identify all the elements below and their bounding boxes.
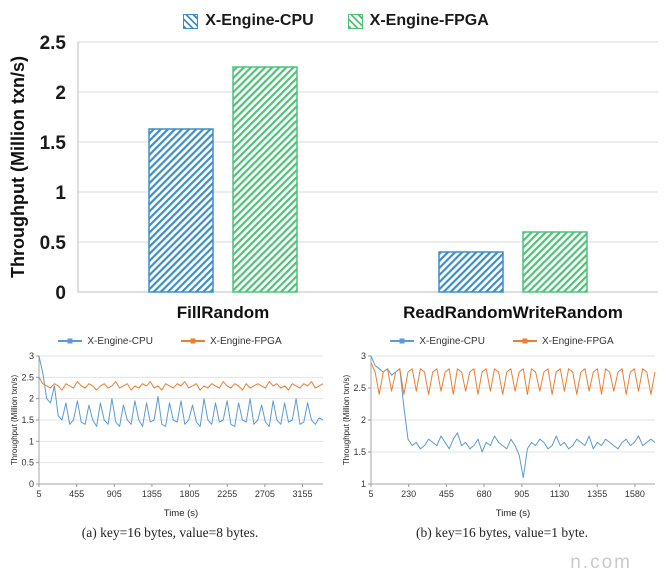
category-label-readrandomwriterandom: ReadRandomWriteRandom	[403, 303, 623, 322]
x-tick-label: 230	[401, 489, 416, 499]
x-axis-label: Time (s)	[496, 508, 530, 519]
x-tick-label: 1130	[550, 489, 569, 499]
x-tick-label: 5	[368, 489, 373, 499]
x-tick-label: 5	[36, 489, 41, 499]
bar-chart: 0 0.5 1 1.5 2 2.5 FillRandom ReadRandomWriteRan…	[8, 34, 658, 322]
series-line-x-engine-cpu	[38, 355, 324, 427]
line-chart-a-block: X-Engine-CPU X-Engine-FPGA 0 0.5 1 1.5 2 2.5 3 5…	[6, 334, 334, 541]
bar-readrandomwriterandom-x-engine-cpu	[438, 251, 504, 293]
line-chart-b-legend: X-Engine-CPU X-Engine-FPGA	[390, 334, 614, 348]
x-tick-label: 1805	[180, 489, 200, 499]
x-tick-label: 3155	[292, 489, 312, 499]
x-tick-label: 1355	[142, 489, 162, 499]
legend-item-x-engine-fpga: X-Engine-FPGA	[512, 335, 614, 347]
y-tick-label: 1	[29, 436, 34, 446]
legend-label-x-engine-fpga: X-Engine-FPGA	[541, 335, 614, 347]
legend-marker-x-engine-cpu	[67, 338, 73, 344]
legend-item-x-engine-fpga: X-Engine-FPGA	[180, 335, 282, 347]
bar-readrandomwriterandom-x-engine-fpga	[522, 231, 588, 293]
line-charts-row: X-Engine-CPU X-Engine-FPGA 0 0.5 1 1.5 2 2.5 3 5…	[0, 334, 672, 541]
legend-marker-x-engine-fpga	[190, 338, 196, 344]
legend-label-x-engine-cpu: X-Engine-CPU	[87, 335, 153, 347]
watermark: n.com	[570, 552, 632, 573]
legend-label-x-engine-fpga: X-Engine-FPGA	[209, 335, 282, 347]
category-label-fillrandom: FillRandom	[177, 303, 270, 322]
y-tick-label: 1.5	[353, 447, 366, 457]
x-tick-label: 680	[477, 489, 492, 499]
y-tick-label: 1.5	[40, 133, 67, 154]
legend-swatch-x-engine-fpga	[347, 13, 363, 29]
legend-item-x-engine-cpu: X-Engine-CPU	[58, 336, 153, 347]
y-tick-label: 0.5	[40, 233, 67, 254]
legend-swatch-x-engine-fpga	[180, 338, 205, 344]
y-tick-label: 3	[29, 351, 34, 361]
line-chart-b: 1 1.5 2 2.5 3 5 230 455 680 905 1130 1355 1580 Time (…	[342, 351, 656, 519]
x-tick-label: 2705	[255, 489, 275, 499]
y-tick-label: 0.5	[21, 458, 34, 468]
y-axis-label: Throughput (Million txn/s)	[10, 375, 19, 466]
y-tick-label: 2	[361, 415, 366, 425]
x-axis-label: Time (s)	[164, 508, 198, 519]
y-tick-label: 2	[29, 394, 34, 404]
series-line-x-engine-cpu	[370, 355, 656, 479]
legend-item-x-engine-cpu: X-Engine-CPU	[390, 336, 485, 347]
legend-item-x-engine-fpga: X-Engine-FPGA	[347, 12, 489, 30]
x-tick-label: 1580	[625, 489, 645, 499]
bar-chart-legend: X-Engine-CPU X-Engine-FPGA	[0, 8, 672, 34]
y-tick-label: 1.5	[21, 415, 34, 425]
y-axis-label: Throughput (Million txn/s)	[342, 375, 351, 466]
x-tick-label: 905	[107, 489, 122, 499]
y-tick-label: 3	[361, 351, 366, 361]
legend-swatch-x-engine-cpu	[183, 13, 199, 29]
line-chart-b-block: X-Engine-CPU X-Engine-FPGA 1 1.5 2 2.5 3 5 230 4…	[338, 334, 666, 541]
legend-label-x-engine-cpu: X-Engine-CPU	[419, 335, 485, 347]
y-tick-label: 0	[29, 479, 34, 489]
line-chart-a-legend: X-Engine-CPU X-Engine-FPGA	[58, 334, 282, 348]
y-tick-label: 1	[55, 183, 66, 204]
y-tick-label: 2.5	[40, 34, 67, 54]
bar-chart-section: X-Engine-CPU X-Engine-FPGA 0 0.5 1 1.5 2 2.5 Fi…	[0, 8, 672, 326]
caption-a: (a) key=16 bytes, value=8 bytes.	[81, 525, 259, 540]
legend-marker-x-engine-fpga	[522, 338, 528, 344]
x-tick-label: 455	[69, 489, 84, 499]
legend-label-x-engine-fpga: X-Engine-FPGA	[369, 12, 489, 29]
x-tick-label: 455	[439, 489, 454, 499]
series-line-x-engine-fpga	[38, 377, 324, 391]
legend-item-x-engine-cpu: X-Engine-CPU	[183, 12, 314, 30]
legend-swatch-x-engine-cpu	[390, 338, 415, 344]
legend-swatch-x-engine-fpga	[512, 338, 537, 344]
caption-b: (b) key=16 bytes, value=1 byte.	[416, 525, 588, 540]
bar-fillrandom-x-engine-fpga	[232, 66, 298, 293]
y-tick-label: 2.5	[353, 383, 366, 393]
x-tick-label: 1355	[587, 489, 607, 499]
x-tick-label: 905	[514, 489, 529, 499]
y-tick-label: 2.5	[21, 372, 34, 382]
y-tick-label: 2	[55, 83, 66, 104]
series-line-x-engine-fpga	[370, 362, 656, 395]
y-tick-label: 1	[361, 479, 366, 489]
bar-fillrandom-x-engine-cpu	[148, 128, 214, 293]
line-chart-a: 0 0.5 1 1.5 2 2.5 3 5 455 905 1355 1805 2255 2705 3155…	[10, 351, 324, 519]
x-tick-label: 2255	[217, 489, 237, 499]
legend-swatch-x-engine-cpu	[58, 338, 83, 344]
legend-marker-x-engine-cpu	[399, 338, 405, 344]
y-tick-label: 0	[55, 283, 66, 304]
y-axis-label: Throughput (Million txn/s)	[8, 56, 28, 278]
legend-label-x-engine-cpu: X-Engine-CPU	[205, 12, 314, 29]
